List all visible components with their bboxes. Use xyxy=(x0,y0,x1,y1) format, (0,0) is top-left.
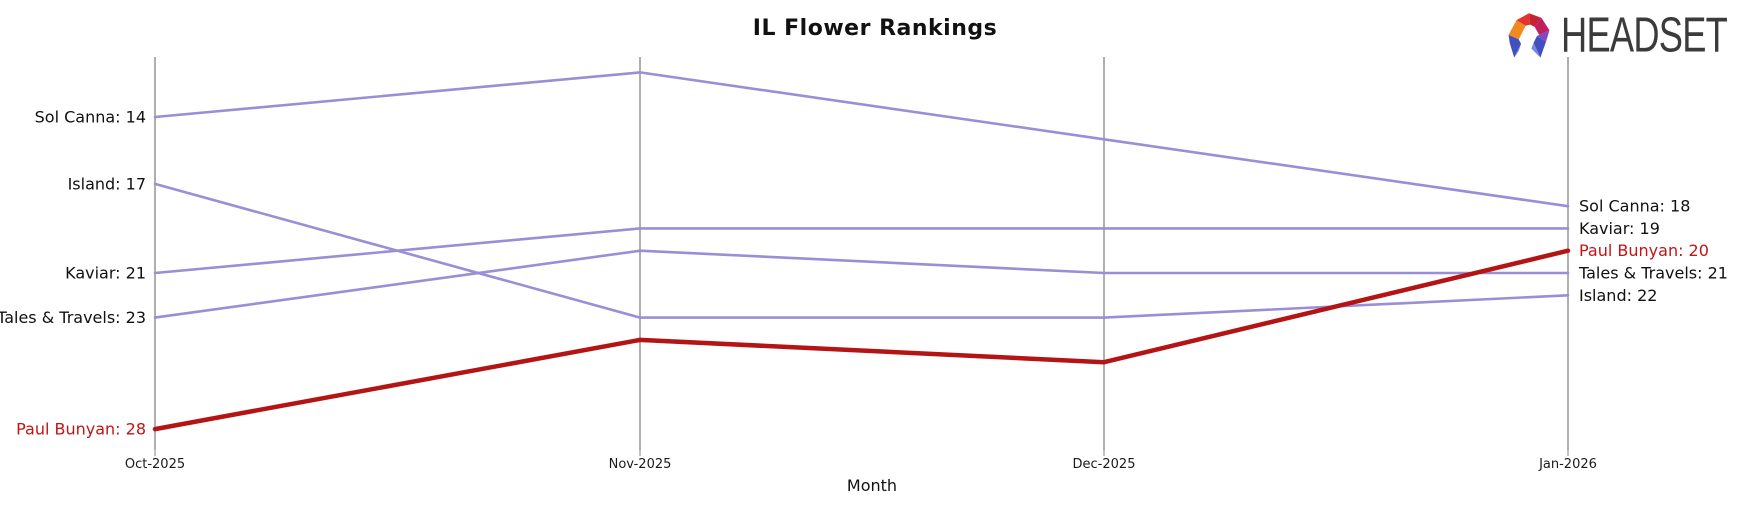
series-label-left-tales-travels: Tales & Travels: 23 xyxy=(0,308,146,327)
headset-logo-icon xyxy=(1508,13,1550,58)
tick-label-nov-2025: Nov-2025 xyxy=(609,457,672,472)
brand-name: HEADSET xyxy=(1561,8,1728,63)
series-label-left-paul-bunyan: Paul Bunyan: 28 xyxy=(16,420,146,439)
series-label-right-paul-bunyan: Paul Bunyan: 20 xyxy=(1579,241,1709,260)
headset-logo: HEADSET xyxy=(1504,9,1742,63)
series-label-left-kaviar: Kaviar: 21 xyxy=(65,264,146,283)
x-axis-label: Month xyxy=(846,476,898,495)
series-line-island xyxy=(153,182,1570,319)
tick-label-oct-2025: Oct-2025 xyxy=(125,457,185,472)
series-label-left-sol-canna: Sol Canna: 14 xyxy=(35,108,146,127)
chart-title: IL Flower Rankings xyxy=(752,16,998,41)
tick-label-dec-2025: Dec-2025 xyxy=(1073,457,1136,472)
series-line-kaviar xyxy=(153,227,1570,275)
tick-label-jan-2026: Jan-2026 xyxy=(1538,457,1597,472)
series-label-right-tales-travels: Tales & Travels: 21 xyxy=(1578,264,1728,283)
series-line-paul-bunyan xyxy=(152,248,1571,432)
series-label-right-kaviar: Kaviar: 19 xyxy=(1579,219,1660,238)
series-line-tales-travels xyxy=(153,249,1570,319)
series-label-right-sol-canna: Sol Canna: 18 xyxy=(1579,197,1690,216)
series-label-left-island: Island: 17 xyxy=(68,174,146,193)
series-label-right-island: Island: 22 xyxy=(1579,286,1657,305)
series-line-sol-canna xyxy=(153,71,1570,208)
